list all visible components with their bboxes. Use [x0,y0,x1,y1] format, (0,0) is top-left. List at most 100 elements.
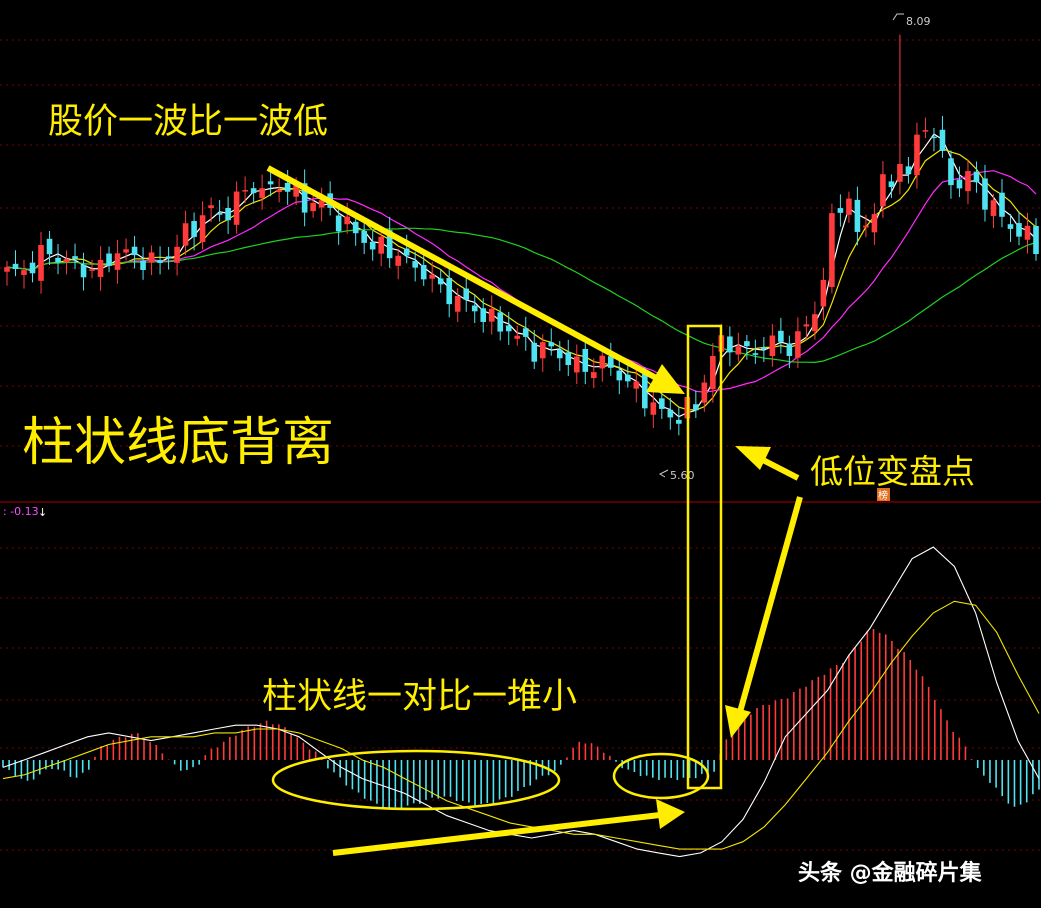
watermark: 头条 @金融碎片集 [798,860,983,886]
candlestick [922,117,929,139]
candlestick [837,194,844,227]
candlestick [488,295,495,335]
candlestick [965,159,971,205]
svg-text:5.60: 5.60 [670,469,695,482]
candlestick [778,317,784,354]
candlestick [208,197,214,222]
candlestick [386,216,393,268]
candlestick [242,176,248,204]
candlestick [106,246,112,273]
turning-point-box [686,324,723,790]
annotation-layer: 股价一波比一波低 柱状线底背离 低位变盘点 柱状线一对比一堆小 [22,102,975,856]
candlestick [267,171,274,197]
candlestick [573,344,580,384]
candlestick [659,388,665,419]
candlestick [505,311,512,345]
candlestick [46,230,53,265]
candlestick [973,161,980,193]
divergence-arrow-shaft [332,812,661,856]
candlestick [710,343,716,403]
candlestick [633,368,640,403]
moving-average-line [6,227,1037,364]
candlestick [352,214,359,246]
candlestick [667,397,674,430]
candlestick [599,348,606,382]
candlestick [80,252,87,291]
candlestick [676,407,682,436]
candlestick [471,294,478,324]
candlestick [4,260,10,286]
histogram-arrow-shaft [737,496,803,713]
candlestick [97,246,104,291]
candlestick [216,199,223,222]
candlestick [846,191,852,223]
price-trend-arrow-head [646,364,685,394]
candlestick [539,334,546,372]
candlestick [607,342,614,376]
candlestick [642,366,648,417]
candlestick [582,339,589,385]
candlestick [888,174,895,199]
candlesticks [4,34,1039,436]
candlestick [701,374,708,412]
candlestick [803,315,810,340]
price-lower-lows-text: 股价一波比一波低 [48,102,328,142]
candlestick [854,186,861,246]
candlestick [650,388,657,429]
candlestick [140,247,146,280]
candlestick [752,339,759,364]
candlestick [412,251,418,282]
candlestick [131,235,138,269]
candlestick [148,245,155,276]
histogram-divergence-title: 柱状线底背离 [22,413,334,473]
turning-point-text: 低位变盘点 [810,452,975,491]
candlestick [89,259,95,279]
high-price-label: 8.09 [892,13,931,28]
candlestick [990,194,997,228]
candlestick [420,252,427,286]
macd-line [2,600,1040,850]
candlestick [72,243,78,270]
candlestick [225,196,231,234]
candlestick [727,326,733,367]
candlestick [463,275,470,312]
candlestick [429,262,436,293]
candlestick [565,339,572,376]
candlestick [182,210,189,255]
candlestick [29,251,36,283]
candlestick [939,115,946,158]
candlestick [361,217,367,255]
candlestick [369,230,376,261]
candlestick [548,328,555,356]
candlestick [999,179,1005,228]
candlestick [157,246,163,275]
candlestick [301,169,308,227]
candlestick [769,324,776,367]
divergence-arrow-head [656,799,685,829]
second-histogram-cluster-ellipse [612,752,710,800]
candlestick [531,329,538,370]
histogram-arrow-head [725,705,751,738]
marker-badge [877,488,890,501]
candlestick [318,187,325,222]
candlestick [522,316,529,351]
candlestick [931,127,937,152]
candlestick [63,250,70,275]
candlestick [259,174,265,210]
candlestick [514,325,521,346]
low-price-label: 5.60 [658,469,695,482]
candlestick [982,164,988,222]
candlestick [871,203,878,245]
candlestick [829,203,835,294]
marker-text: 榜 [878,489,888,502]
candlestick [905,156,912,184]
candlestick [497,306,504,341]
candlestick [1024,212,1031,254]
candlestick [812,301,818,340]
candlestick [786,335,793,369]
candlestick [1007,214,1014,242]
candlestick [199,201,206,250]
candlestick [335,206,342,245]
candlestick [1033,218,1039,261]
